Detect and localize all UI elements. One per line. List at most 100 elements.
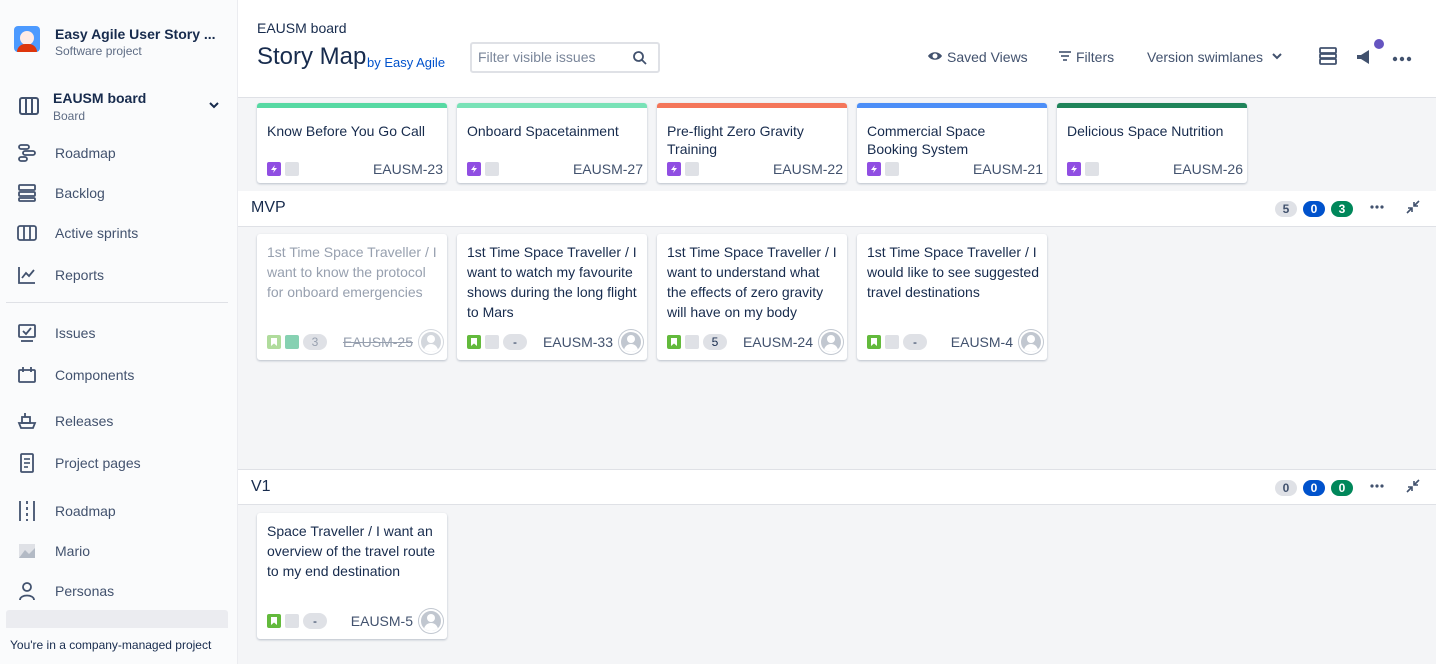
sidebar-item-roadmap-plugin[interactable]: Roadmap: [16, 500, 224, 522]
sidebar-item-personas[interactable]: Personas: [16, 580, 224, 602]
swimlane-more-icon[interactable]: [1369, 199, 1385, 220]
estimate-badge: 3: [303, 334, 327, 350]
sidebar-item-backlog[interactable]: Backlog: [16, 182, 224, 204]
todo-count-badge: 0: [1275, 480, 1297, 496]
components-icon: [16, 364, 38, 386]
story-type-icon: [867, 335, 881, 349]
swimlane-header-mvp[interactable]: MVP 5 0 3: [238, 191, 1436, 227]
issue-key[interactable]: EAUSM-5: [350, 613, 413, 629]
story-card[interactable]: Space Traveller / I want an overview of …: [257, 513, 447, 639]
epic-color-bar: [257, 103, 447, 108]
story-summary: 1st Time Space Traveller / I want to wat…: [467, 244, 637, 320]
project-name: Easy Agile User Story ...: [55, 26, 216, 42]
epic-title: Delicious Space Nutrition: [1067, 123, 1224, 139]
epic-card[interactable]: Delicious Space Nutrition EAUSM-26: [1057, 103, 1247, 183]
status-square-icon: [685, 162, 699, 176]
issue-key[interactable]: EAUSM-25: [342, 334, 413, 350]
story-summary: Space Traveller / I want an overview of …: [267, 523, 436, 579]
project-header[interactable]: Easy Agile User Story ... Software proje…: [14, 26, 216, 58]
swimlane-name: MVP: [251, 199, 286, 216]
epic-title: Commercial Space Booking System: [867, 123, 986, 157]
epic-card[interactable]: Commercial Space Booking System EAUSM-21: [857, 103, 1047, 183]
sidebar-item-roadmap[interactable]: Roadmap: [16, 142, 224, 164]
sidebar-item-label: Components: [55, 367, 135, 383]
epic-card[interactable]: Know Before You Go Call EAUSM-23: [257, 103, 447, 183]
filters-button[interactable]: Filters: [1058, 45, 1114, 69]
board-icon: [18, 96, 40, 121]
sidebar-item-label: Personas: [55, 583, 115, 599]
pages-icon: [16, 452, 38, 474]
sidebar-item-components[interactable]: Components: [16, 364, 224, 386]
eye-icon: [927, 48, 943, 67]
filters-label: Filters: [1076, 49, 1115, 65]
estimate-badge: -: [503, 334, 527, 350]
saved-views-button[interactable]: Saved Views: [927, 45, 1028, 69]
chevron-down-icon: [208, 98, 220, 116]
issue-key[interactable]: EAUSM-22: [772, 161, 843, 177]
story-summary: 1st Time Space Traveller / I want to und…: [667, 244, 837, 320]
status-square-icon: [1085, 162, 1099, 176]
sidebar-item-issues[interactable]: Issues: [16, 322, 224, 344]
issue-key[interactable]: EAUSM-4: [950, 334, 1013, 350]
story-card[interactable]: 1st Time Space Traveller / I want to wat…: [457, 234, 647, 360]
sidebar-item-active-sprints[interactable]: Active sprints: [16, 222, 224, 244]
epic-type-icon: [667, 162, 681, 176]
issue-key[interactable]: EAUSM-33: [542, 334, 613, 350]
epic-type-icon: [467, 162, 481, 176]
epic-card[interactable]: Pre-flight Zero Gravity Training EAUSM-2…: [657, 103, 847, 183]
board-selector[interactable]: EAUSM board Board: [16, 90, 224, 126]
assignee-avatar[interactable]: [1019, 330, 1043, 354]
assignee-avatar[interactable]: [419, 330, 443, 354]
issue-key[interactable]: EAUSM-21: [972, 161, 1043, 177]
company-managed-note: You're in a company-managed project: [0, 628, 237, 664]
in-progress-count-badge: 0: [1303, 480, 1325, 496]
collapse-icon[interactable]: [1406, 479, 1420, 498]
sidebar-item-reports[interactable]: Reports: [16, 264, 224, 286]
filter-input[interactable]: [478, 49, 628, 65]
saved-views-label: Saved Views: [947, 49, 1028, 65]
epic-color-bar: [857, 103, 1047, 108]
breadcrumb[interactable]: EAUSM board: [257, 20, 347, 36]
estimate-badge: 5: [703, 334, 727, 350]
megaphone-icon: [1355, 39, 1384, 67]
project-type: Software project: [55, 44, 142, 58]
swimlanes-dropdown[interactable]: Version swimlanes: [1147, 45, 1283, 69]
swimlane-header-v1[interactable]: V1 0 0 0: [238, 469, 1436, 505]
collapse-icon[interactable]: [1406, 200, 1420, 219]
roadmap-plugin-icon: [16, 500, 38, 522]
status-square-icon: [285, 614, 299, 628]
sidebar-item-project-pages[interactable]: Project pages: [16, 452, 224, 474]
more-options-button[interactable]: [1392, 45, 1412, 69]
assignee-avatar[interactable]: [619, 330, 643, 354]
epic-card[interactable]: Onboard Spacetainment EAUSM-27: [457, 103, 647, 183]
database-icon: [1318, 46, 1338, 69]
estimate-badge: -: [903, 334, 927, 350]
board-name: EAUSM board: [53, 90, 147, 106]
issue-key[interactable]: EAUSM-26: [1172, 161, 1243, 177]
issue-key[interactable]: EAUSM-23: [372, 161, 443, 177]
announcements-button[interactable]: [1355, 39, 1384, 69]
swimlane-name: V1: [251, 478, 271, 495]
issue-key[interactable]: EAUSM-27: [572, 161, 643, 177]
sidebar-item-label: Issues: [55, 325, 96, 341]
story-card[interactable]: 1st Time Space Traveller / I want to kno…: [257, 234, 447, 360]
byline-link[interactable]: by Easy Agile: [367, 55, 446, 70]
sidebar-item-mario[interactable]: Mario: [16, 540, 224, 562]
story-summary: 1st Time Space Traveller / I would like …: [867, 244, 1039, 300]
todo-count-badge: 5: [1275, 201, 1297, 217]
status-square-icon: [685, 335, 699, 349]
sidebar-item-releases[interactable]: Releases: [16, 410, 224, 432]
epic-type-icon: [1067, 162, 1081, 176]
swimlane-more-icon[interactable]: [1369, 478, 1385, 499]
database-toggle-button[interactable]: [1318, 45, 1338, 69]
story-card[interactable]: 1st Time Space Traveller / I want to und…: [657, 234, 847, 360]
story-card[interactable]: 1st Time Space Traveller / I would like …: [857, 234, 1047, 360]
assignee-avatar[interactable]: [819, 330, 843, 354]
issue-key[interactable]: EAUSM-24: [742, 334, 813, 350]
assignee-avatar[interactable]: [419, 609, 443, 633]
in-progress-count-badge: 0: [1303, 201, 1325, 217]
epic-type-icon: [867, 162, 881, 176]
filter-search-box[interactable]: [470, 42, 660, 73]
filter-icon: [1058, 49, 1072, 66]
sidebar-divider: [6, 302, 228, 303]
